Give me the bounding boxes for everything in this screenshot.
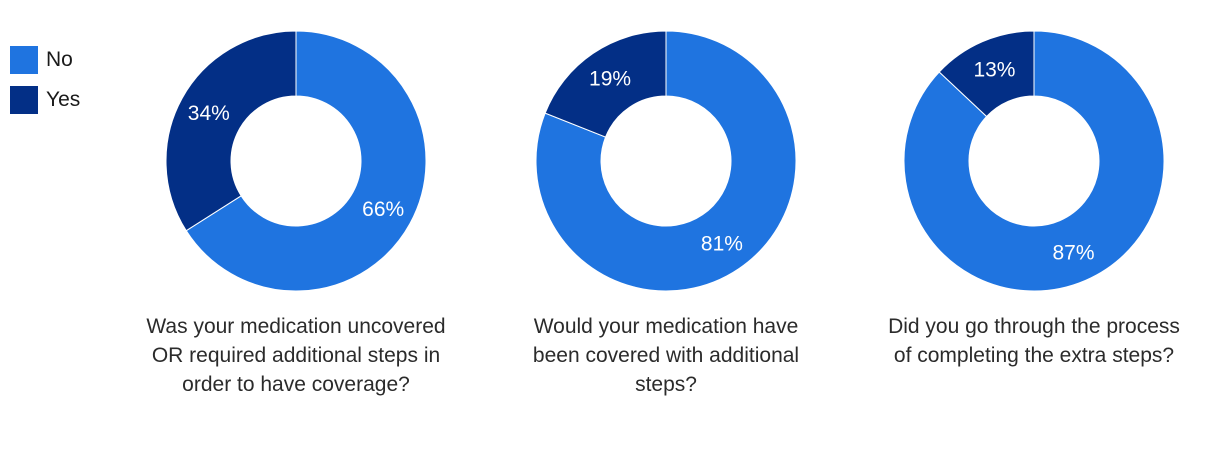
chart-2-slice-no[interactable] xyxy=(535,30,797,292)
donut-chart-1: 66% 34% xyxy=(165,30,427,292)
legend-swatch-no xyxy=(10,46,38,74)
chart-3-label-yes: 13% xyxy=(973,59,1015,82)
donut-chart-2: 81% 19% xyxy=(535,30,797,292)
legend: No Yes xyxy=(10,40,80,120)
chart-1-slice-yes[interactable] xyxy=(165,30,297,232)
chart-3-title: Did you go through the process of comple… xyxy=(888,315,1180,367)
chart-2-title: Would your medication have been covered … xyxy=(532,315,800,396)
chart-1-title: Was your medication uncovered OR require… xyxy=(146,315,446,396)
chart-2-slice-yes[interactable] xyxy=(544,30,667,138)
chart-2-label-yes: 19% xyxy=(589,68,631,91)
legend-label-no: No xyxy=(46,48,73,71)
chart-3-slice-yes[interactable] xyxy=(938,30,1035,118)
legend-label-yes: Yes xyxy=(46,88,81,111)
chart-3-slice-no[interactable] xyxy=(903,30,1165,292)
legend-item-no[interactable]: No xyxy=(10,40,80,80)
chart-3-label-no: 87% xyxy=(1053,241,1095,264)
legend-item-yes[interactable]: Yes xyxy=(10,80,80,120)
chart-2-label-no: 81% xyxy=(701,232,743,255)
donut-chart-3: 87% 13% xyxy=(903,30,1165,292)
chart-1-label-yes: 34% xyxy=(188,102,230,125)
legend-swatch-yes xyxy=(10,86,38,114)
chart-1-label-no: 66% xyxy=(362,198,404,221)
chart-1-slice-no[interactable] xyxy=(185,30,427,292)
